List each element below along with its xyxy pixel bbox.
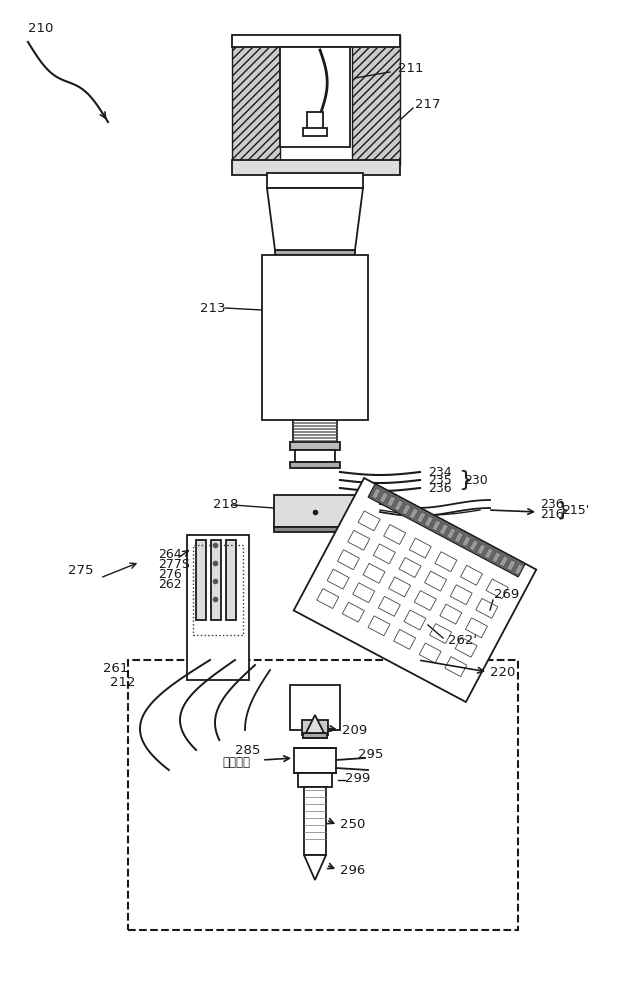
Bar	[290, 462, 340, 468]
Polygon shape	[262, 255, 368, 420]
Bar	[290, 685, 340, 730]
Text: }: }	[458, 470, 472, 490]
Text: 217: 217	[415, 99, 440, 111]
Bar	[302, 720, 328, 735]
Bar	[295, 450, 335, 462]
Text: 236: 236	[540, 498, 564, 512]
Bar	[307, 112, 323, 130]
Polygon shape	[409, 508, 418, 519]
Text: 209: 209	[342, 724, 367, 736]
Polygon shape	[462, 536, 471, 547]
Polygon shape	[447, 528, 456, 539]
Polygon shape	[372, 488, 381, 499]
Text: 250: 250	[340, 818, 365, 832]
Text: 218: 218	[213, 498, 238, 512]
Polygon shape	[424, 516, 433, 527]
Text: 264: 264	[158, 548, 182, 560]
Text: 295: 295	[358, 748, 383, 762]
Polygon shape	[417, 512, 426, 523]
Text: 277S: 277S	[158, 558, 190, 570]
Text: 296: 296	[340, 863, 365, 876]
Bar	[193, 545, 243, 635]
Polygon shape	[294, 478, 537, 702]
Bar	[226, 540, 236, 620]
Bar	[304, 787, 326, 855]
Bar	[211, 540, 221, 620]
Text: 275: 275	[68, 564, 94, 576]
Text: 236: 236	[428, 482, 452, 494]
Bar	[187, 535, 249, 680]
Polygon shape	[368, 484, 525, 577]
Bar	[293, 418, 337, 443]
Text: 269: 269	[494, 588, 520, 601]
Polygon shape	[306, 715, 324, 733]
Text: 216: 216	[540, 508, 564, 522]
Bar	[196, 540, 206, 620]
Polygon shape	[484, 548, 493, 559]
Bar	[232, 160, 400, 175]
Bar	[274, 495, 356, 527]
Text: 262': 262'	[448, 634, 477, 647]
Polygon shape	[469, 540, 479, 551]
Polygon shape	[454, 532, 464, 543]
Text: 220: 220	[490, 666, 515, 678]
Bar	[274, 527, 356, 532]
Polygon shape	[515, 564, 523, 575]
Bar	[303, 128, 327, 136]
Bar	[294, 748, 336, 773]
Text: }: }	[557, 500, 569, 520]
Bar	[128, 660, 518, 930]
Polygon shape	[507, 560, 516, 571]
Text: 230: 230	[464, 474, 487, 487]
Text: 261: 261	[103, 662, 128, 674]
Polygon shape	[304, 855, 326, 880]
Bar	[298, 773, 332, 787]
Bar	[232, 35, 280, 165]
Text: 262: 262	[158, 578, 182, 590]
Polygon shape	[477, 544, 486, 555]
Text: 210: 210	[28, 21, 53, 34]
Polygon shape	[267, 188, 363, 250]
Bar	[275, 250, 355, 255]
Bar	[232, 35, 400, 47]
Polygon shape	[439, 524, 448, 535]
Text: 285: 285	[235, 744, 260, 756]
Polygon shape	[402, 504, 411, 515]
Polygon shape	[492, 552, 501, 563]
Bar	[352, 35, 400, 165]
Text: 215': 215'	[562, 504, 589, 516]
Polygon shape	[379, 492, 388, 503]
Polygon shape	[499, 556, 508, 567]
Text: 234: 234	[428, 466, 452, 479]
Polygon shape	[303, 733, 327, 738]
Text: 235: 235	[428, 474, 452, 487]
Polygon shape	[387, 496, 396, 507]
Polygon shape	[431, 520, 441, 531]
Bar	[290, 442, 340, 450]
Text: 213: 213	[200, 302, 226, 314]
Bar	[280, 47, 350, 147]
Bar	[267, 173, 363, 188]
Polygon shape	[394, 500, 403, 511]
Text: 299: 299	[345, 772, 370, 784]
Text: （可选）: （可选）	[222, 756, 250, 768]
Text: 276: 276	[158, 568, 182, 580]
Text: 212: 212	[110, 676, 135, 688]
Text: 211: 211	[398, 62, 423, 75]
